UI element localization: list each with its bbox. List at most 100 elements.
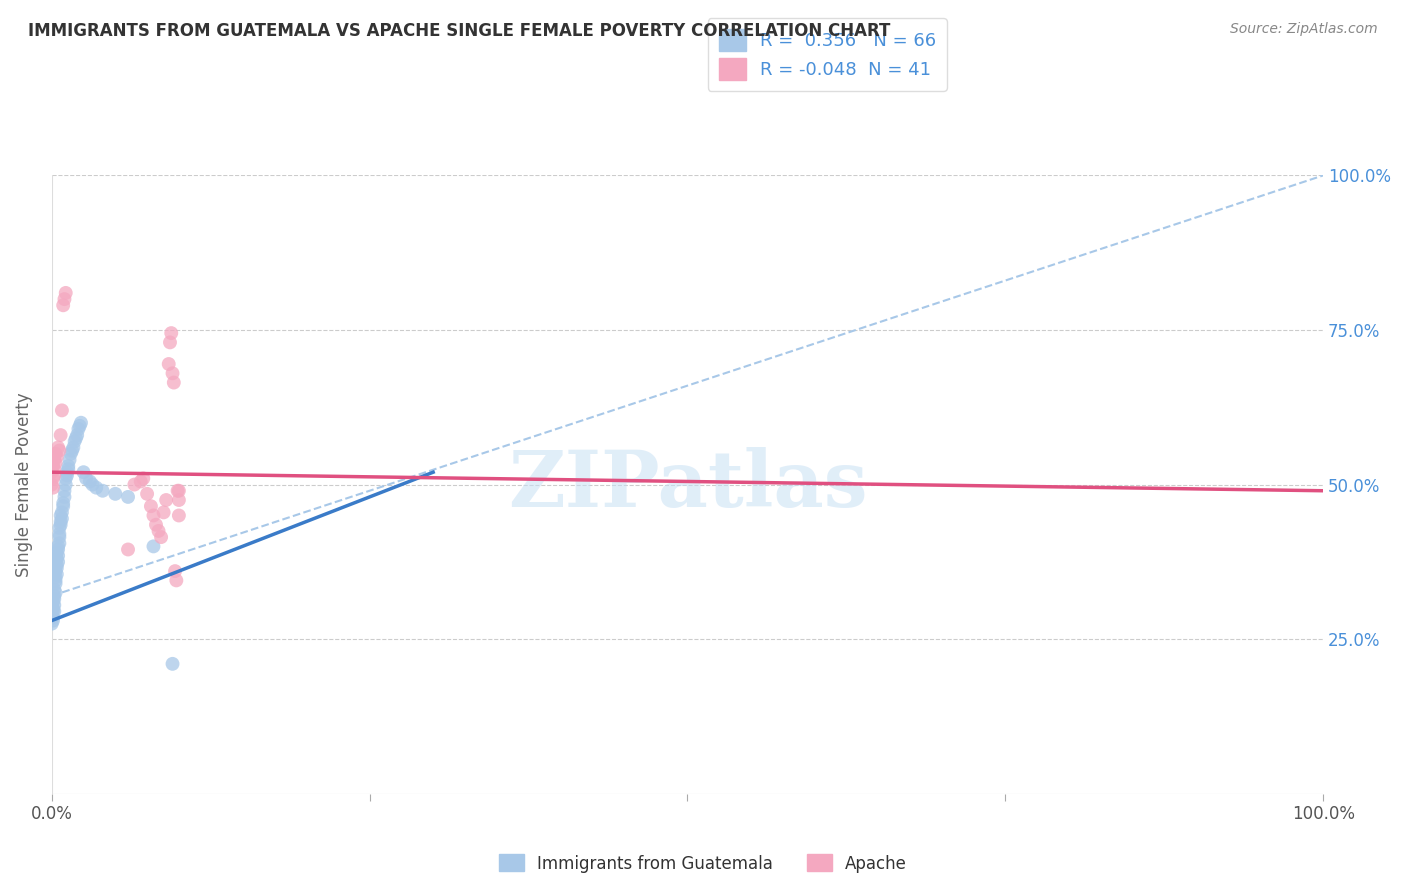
Point bbox=[45, 447, 67, 461]
Point bbox=[142, 540, 165, 554]
Point bbox=[72, 465, 94, 479]
Point bbox=[165, 564, 187, 578]
Point bbox=[62, 441, 84, 455]
Point bbox=[136, 487, 159, 501]
Point bbox=[45, 558, 67, 572]
Point bbox=[46, 549, 69, 563]
Point bbox=[65, 431, 87, 445]
Point bbox=[132, 471, 155, 485]
Point bbox=[160, 326, 183, 340]
Point bbox=[48, 530, 70, 544]
Point bbox=[55, 285, 77, 300]
Point bbox=[167, 493, 190, 508]
Legend: Immigrants from Guatemala, Apache: Immigrants from Guatemala, Apache bbox=[492, 847, 914, 880]
Point bbox=[67, 422, 90, 436]
Point bbox=[157, 357, 180, 371]
Point bbox=[167, 508, 190, 523]
Point bbox=[56, 465, 79, 479]
Legend: R =  0.356   N = 66, R = -0.048  N = 41: R = 0.356 N = 66, R = -0.048 N = 41 bbox=[707, 18, 948, 91]
Point bbox=[41, 607, 63, 622]
Point bbox=[117, 490, 139, 504]
Point bbox=[159, 335, 181, 350]
Point bbox=[45, 570, 67, 584]
Point bbox=[59, 447, 82, 461]
Point bbox=[49, 508, 72, 523]
Point bbox=[129, 475, 152, 489]
Point bbox=[70, 416, 93, 430]
Point bbox=[53, 490, 76, 504]
Point bbox=[124, 477, 146, 491]
Point bbox=[49, 428, 72, 442]
Point bbox=[53, 483, 76, 498]
Point bbox=[42, 614, 65, 628]
Point bbox=[42, 595, 65, 609]
Point bbox=[82, 477, 104, 491]
Point bbox=[51, 511, 73, 525]
Point bbox=[152, 505, 174, 519]
Point bbox=[48, 527, 70, 541]
Point bbox=[104, 487, 127, 501]
Text: ZIPatlas: ZIPatlas bbox=[508, 447, 868, 523]
Text: Source: ZipAtlas.com: Source: ZipAtlas.com bbox=[1230, 22, 1378, 37]
Point bbox=[52, 499, 75, 513]
Point bbox=[52, 496, 75, 510]
Point bbox=[58, 453, 80, 467]
Point bbox=[45, 564, 67, 578]
Point bbox=[150, 530, 173, 544]
Point bbox=[142, 508, 165, 523]
Point bbox=[45, 567, 67, 582]
Point bbox=[56, 468, 79, 483]
Point bbox=[46, 441, 69, 455]
Point bbox=[49, 517, 72, 532]
Point bbox=[75, 471, 97, 485]
Point bbox=[42, 458, 65, 473]
Point bbox=[58, 462, 80, 476]
Point bbox=[48, 443, 70, 458]
Point bbox=[51, 505, 73, 519]
Point bbox=[148, 524, 170, 538]
Point bbox=[45, 545, 67, 559]
Point bbox=[162, 657, 184, 671]
Point bbox=[41, 610, 63, 624]
Point bbox=[44, 604, 66, 618]
Point bbox=[165, 574, 187, 588]
Point bbox=[46, 555, 69, 569]
Point bbox=[45, 586, 67, 600]
Point bbox=[45, 456, 67, 470]
Point bbox=[45, 576, 67, 591]
Point bbox=[44, 468, 66, 483]
Point bbox=[44, 582, 66, 597]
Point bbox=[45, 450, 67, 464]
Point bbox=[44, 462, 66, 476]
Point bbox=[63, 434, 86, 449]
Point bbox=[79, 475, 101, 489]
Point bbox=[45, 561, 67, 575]
Point bbox=[117, 542, 139, 557]
Point bbox=[41, 477, 63, 491]
Point bbox=[58, 458, 80, 473]
Point bbox=[163, 376, 186, 390]
Point bbox=[167, 483, 190, 498]
Point bbox=[55, 471, 77, 485]
Point bbox=[155, 493, 177, 508]
Point bbox=[42, 610, 65, 624]
Point bbox=[69, 418, 91, 433]
Point bbox=[44, 598, 66, 612]
Point bbox=[55, 477, 77, 491]
Point bbox=[42, 604, 65, 618]
Point bbox=[44, 589, 66, 603]
Point bbox=[60, 443, 83, 458]
Point bbox=[162, 366, 184, 380]
Point bbox=[41, 616, 63, 631]
Point bbox=[41, 465, 63, 479]
Point bbox=[49, 515, 72, 529]
Point bbox=[52, 298, 75, 312]
Point bbox=[46, 540, 69, 554]
Point bbox=[139, 499, 162, 513]
Point bbox=[53, 292, 76, 306]
Point bbox=[44, 453, 66, 467]
Point bbox=[45, 551, 67, 566]
Point bbox=[42, 601, 65, 615]
Point bbox=[145, 517, 167, 532]
Point bbox=[42, 481, 65, 495]
